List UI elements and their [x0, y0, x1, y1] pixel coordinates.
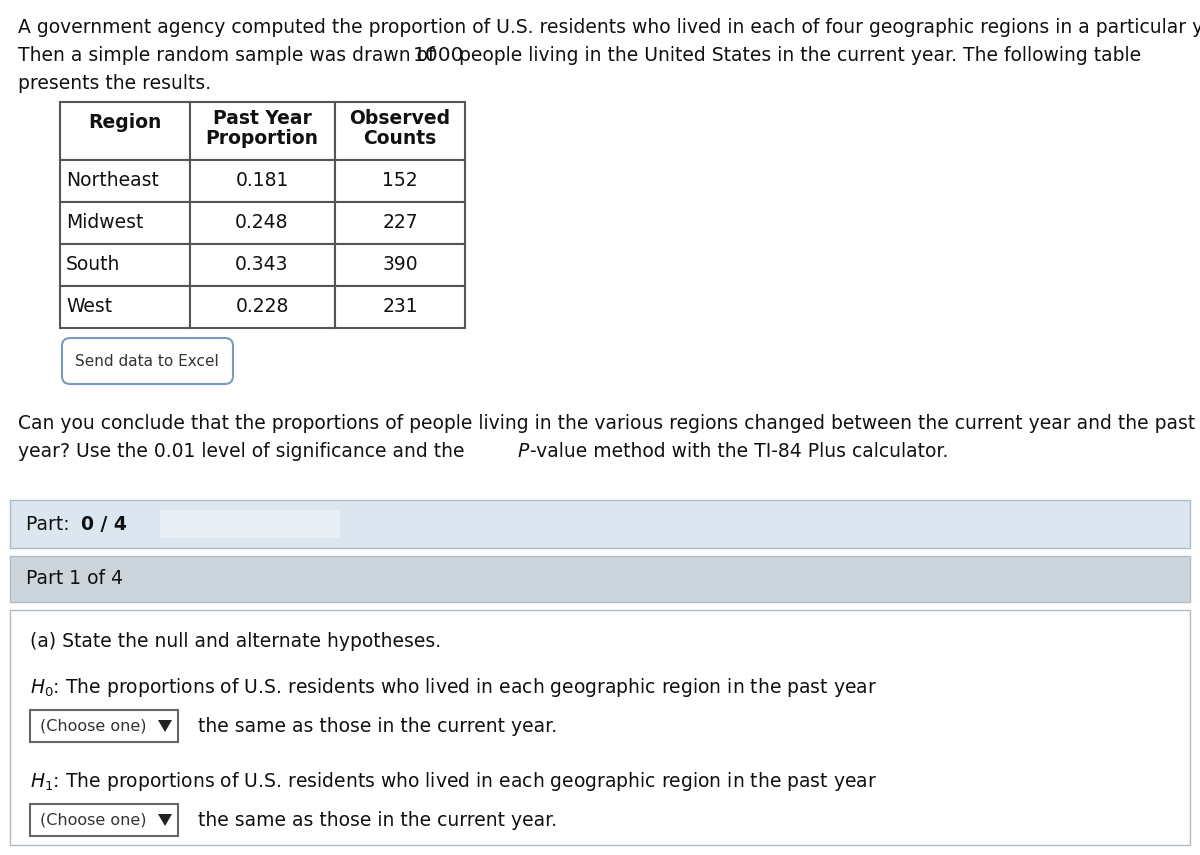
Text: South: South: [66, 256, 120, 274]
Text: 227: 227: [382, 214, 418, 233]
Text: West: West: [66, 298, 112, 316]
Text: 390: 390: [382, 256, 418, 274]
Text: Part 1 of 4: Part 1 of 4: [26, 569, 124, 588]
Text: Counts: Counts: [364, 129, 437, 149]
Text: A government agency computed the proportion of U.S. residents who lived in each : A government agency computed the proport…: [18, 18, 1200, 37]
Bar: [190, 160, 335, 202]
Polygon shape: [158, 814, 172, 826]
Text: Midwest: Midwest: [66, 214, 143, 233]
Bar: [190, 202, 335, 244]
Bar: [60, 244, 190, 286]
Text: Observed: Observed: [349, 109, 450, 128]
Text: the same as those in the current year.: the same as those in the current year.: [192, 811, 557, 829]
Text: people living in the United States in the current year. The following table: people living in the United States in th…: [454, 46, 1141, 65]
Text: Past Year: Past Year: [212, 109, 312, 128]
Bar: [60, 102, 190, 160]
Bar: [190, 244, 335, 286]
Bar: [335, 102, 466, 160]
Text: Then a simple random sample was drawn of: Then a simple random sample was drawn of: [18, 46, 440, 65]
Text: year? Use the 0.01 level of significance and the: year? Use the 0.01 level of significance…: [18, 442, 470, 461]
Text: 0 / 4: 0 / 4: [82, 515, 127, 534]
Text: 231: 231: [382, 298, 418, 316]
Bar: [335, 160, 466, 202]
FancyBboxPatch shape: [62, 338, 233, 384]
Text: 0.181: 0.181: [235, 172, 289, 191]
Text: 0.248: 0.248: [235, 214, 289, 233]
Text: $H_1$: The proportions of U.S. residents who lived in each geographic region in : $H_1$: The proportions of U.S. residents…: [30, 770, 877, 793]
Bar: [335, 202, 466, 244]
Text: Can you conclude that the proportions of people living in the various regions ch: Can you conclude that the proportions of…: [18, 414, 1195, 433]
Polygon shape: [158, 720, 172, 732]
Text: -value method with the TI-84 Plus calculator.: -value method with the TI-84 Plus calcul…: [530, 442, 948, 461]
Text: Proportion: Proportion: [205, 129, 318, 149]
Text: presents the results.: presents the results.: [18, 74, 211, 93]
Bar: [60, 202, 190, 244]
Text: Send data to Excel: Send data to Excel: [76, 353, 218, 369]
Bar: [60, 286, 190, 328]
Text: (Choose one): (Choose one): [40, 812, 146, 828]
Text: the same as those in the current year.: the same as those in the current year.: [192, 716, 557, 735]
Text: (Choose one): (Choose one): [40, 718, 146, 734]
Text: $H_0$: The proportions of U.S. residents who lived in each geographic region in : $H_0$: The proportions of U.S. residents…: [30, 676, 877, 699]
Text: P: P: [518, 442, 529, 461]
Bar: [30, 710, 178, 742]
Bar: [30, 804, 178, 836]
Bar: [190, 286, 335, 328]
Bar: [335, 244, 466, 286]
Text: 0.343: 0.343: [235, 256, 289, 274]
Text: Region: Region: [89, 114, 162, 133]
Bar: [10, 610, 1190, 845]
Bar: [160, 510, 340, 538]
Bar: [60, 160, 190, 202]
Bar: [190, 102, 335, 160]
Text: (a) State the null and alternate hypotheses.: (a) State the null and alternate hypothe…: [30, 632, 442, 651]
Bar: [10, 556, 1190, 602]
Text: Part:: Part:: [26, 515, 76, 534]
Bar: [335, 286, 466, 328]
Bar: [10, 500, 1190, 548]
Text: 0.228: 0.228: [235, 298, 289, 316]
Text: 1000: 1000: [413, 46, 464, 65]
Text: 152: 152: [382, 172, 418, 191]
Text: Northeast: Northeast: [66, 172, 158, 191]
